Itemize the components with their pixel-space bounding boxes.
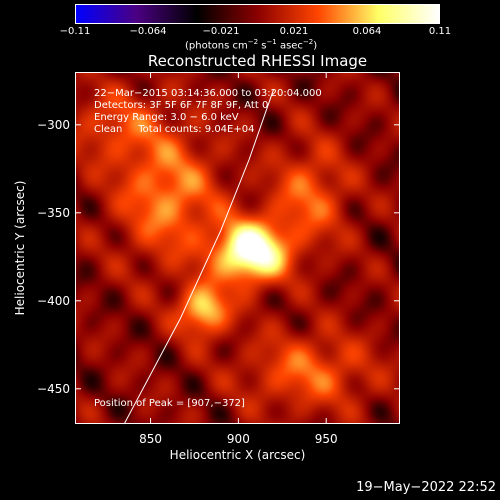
plot-timestamp: 19−May−2022 22:52 xyxy=(356,480,496,495)
chart-title: Reconstructed RHESSI Image xyxy=(147,52,368,70)
colorbar-tick-label: −0.064 xyxy=(129,26,167,37)
y-tick-label: −400 xyxy=(37,293,70,308)
y-axis-label: Heliocentric Y (arcsec) xyxy=(13,180,27,316)
info-detectors: Detectors: 3F 5F 6F 7F 8F 9F, Att 0 xyxy=(94,100,269,111)
colorbar-tick-label: 0.064 xyxy=(352,26,382,37)
colorbar-tick-label: 0.021 xyxy=(279,26,309,37)
x-axis-label: Heliocentric X (arcsec) xyxy=(169,448,306,462)
y-tick-label: −300 xyxy=(37,117,70,132)
colorbar-unit-label: (photons cm−2 s−1 asec−2) xyxy=(185,38,318,52)
colorbar xyxy=(75,4,440,24)
info-time-range: 22−Mar−2015 03:14:36.000 to 03:20:04.000 xyxy=(94,88,322,99)
y-tick-label: −350 xyxy=(37,205,70,220)
y-tick-label: −450 xyxy=(37,381,70,396)
colorbar-gradient xyxy=(75,4,440,24)
colorbar-tick-label: −0.021 xyxy=(202,26,240,37)
x-tick-label: 950 xyxy=(314,432,338,446)
info-peak-position: Position of Peak = [907,−372] xyxy=(94,398,245,409)
colorbar-tick-label: −0.11 xyxy=(59,26,91,37)
x-tick-label: 900 xyxy=(226,432,250,446)
info-total-counts: Clean Total counts: 9.04E+04 xyxy=(94,124,255,135)
info-energy-range: Energy Range: 3.0 − 6.0 keV xyxy=(94,112,239,123)
colorbar-tick-label: 0.11 xyxy=(428,26,452,37)
x-tick-label: 850 xyxy=(139,432,162,446)
